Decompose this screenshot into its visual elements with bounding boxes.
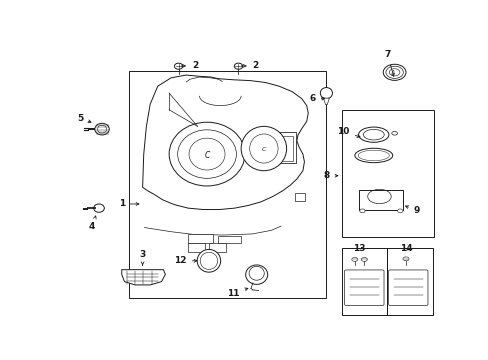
Ellipse shape <box>358 127 388 142</box>
Text: 5: 5 <box>77 113 91 122</box>
Text: 14: 14 <box>399 244 411 253</box>
Ellipse shape <box>248 266 264 280</box>
Bar <box>295 193 304 201</box>
Text: 13: 13 <box>353 244 365 253</box>
Ellipse shape <box>189 138 224 170</box>
Text: 12: 12 <box>174 256 197 265</box>
Ellipse shape <box>241 126 286 171</box>
Text: 4: 4 <box>89 216 96 231</box>
Ellipse shape <box>169 122 244 186</box>
Bar <box>188 234 212 243</box>
Bar <box>341 110 433 237</box>
Text: 2: 2 <box>241 62 258 71</box>
Text: 2: 2 <box>181 62 198 71</box>
Ellipse shape <box>361 257 366 261</box>
Bar <box>271 132 296 163</box>
Text: 1: 1 <box>391 70 394 75</box>
Ellipse shape <box>351 257 357 261</box>
Polygon shape <box>142 75 307 210</box>
Bar <box>359 190 402 210</box>
Text: C: C <box>204 151 209 160</box>
Text: 11: 11 <box>227 288 247 298</box>
Text: 3: 3 <box>139 251 145 265</box>
Polygon shape <box>122 270 165 285</box>
Ellipse shape <box>391 131 397 135</box>
Ellipse shape <box>95 123 109 135</box>
Text: 7: 7 <box>384 50 393 76</box>
Text: 10: 10 <box>337 127 359 138</box>
Ellipse shape <box>383 64 405 80</box>
Ellipse shape <box>197 249 220 272</box>
Ellipse shape <box>359 209 365 213</box>
Bar <box>341 248 386 315</box>
Text: C: C <box>261 147 265 152</box>
Ellipse shape <box>174 63 183 69</box>
Bar <box>208 243 225 252</box>
FancyBboxPatch shape <box>388 270 427 305</box>
Text: 6: 6 <box>309 94 324 103</box>
Bar <box>218 235 241 243</box>
Ellipse shape <box>234 63 242 69</box>
Bar <box>188 243 205 252</box>
Polygon shape <box>323 98 329 105</box>
Ellipse shape <box>397 209 402 213</box>
Ellipse shape <box>402 257 408 261</box>
Ellipse shape <box>388 69 399 76</box>
Bar <box>386 248 431 315</box>
FancyBboxPatch shape <box>344 270 383 305</box>
Text: 9: 9 <box>405 206 419 215</box>
Bar <box>129 71 326 298</box>
Text: 1: 1 <box>118 199 139 208</box>
Bar <box>274 136 292 161</box>
Ellipse shape <box>94 204 104 212</box>
Ellipse shape <box>320 87 332 99</box>
Text: 8: 8 <box>323 171 337 180</box>
Ellipse shape <box>249 134 278 163</box>
